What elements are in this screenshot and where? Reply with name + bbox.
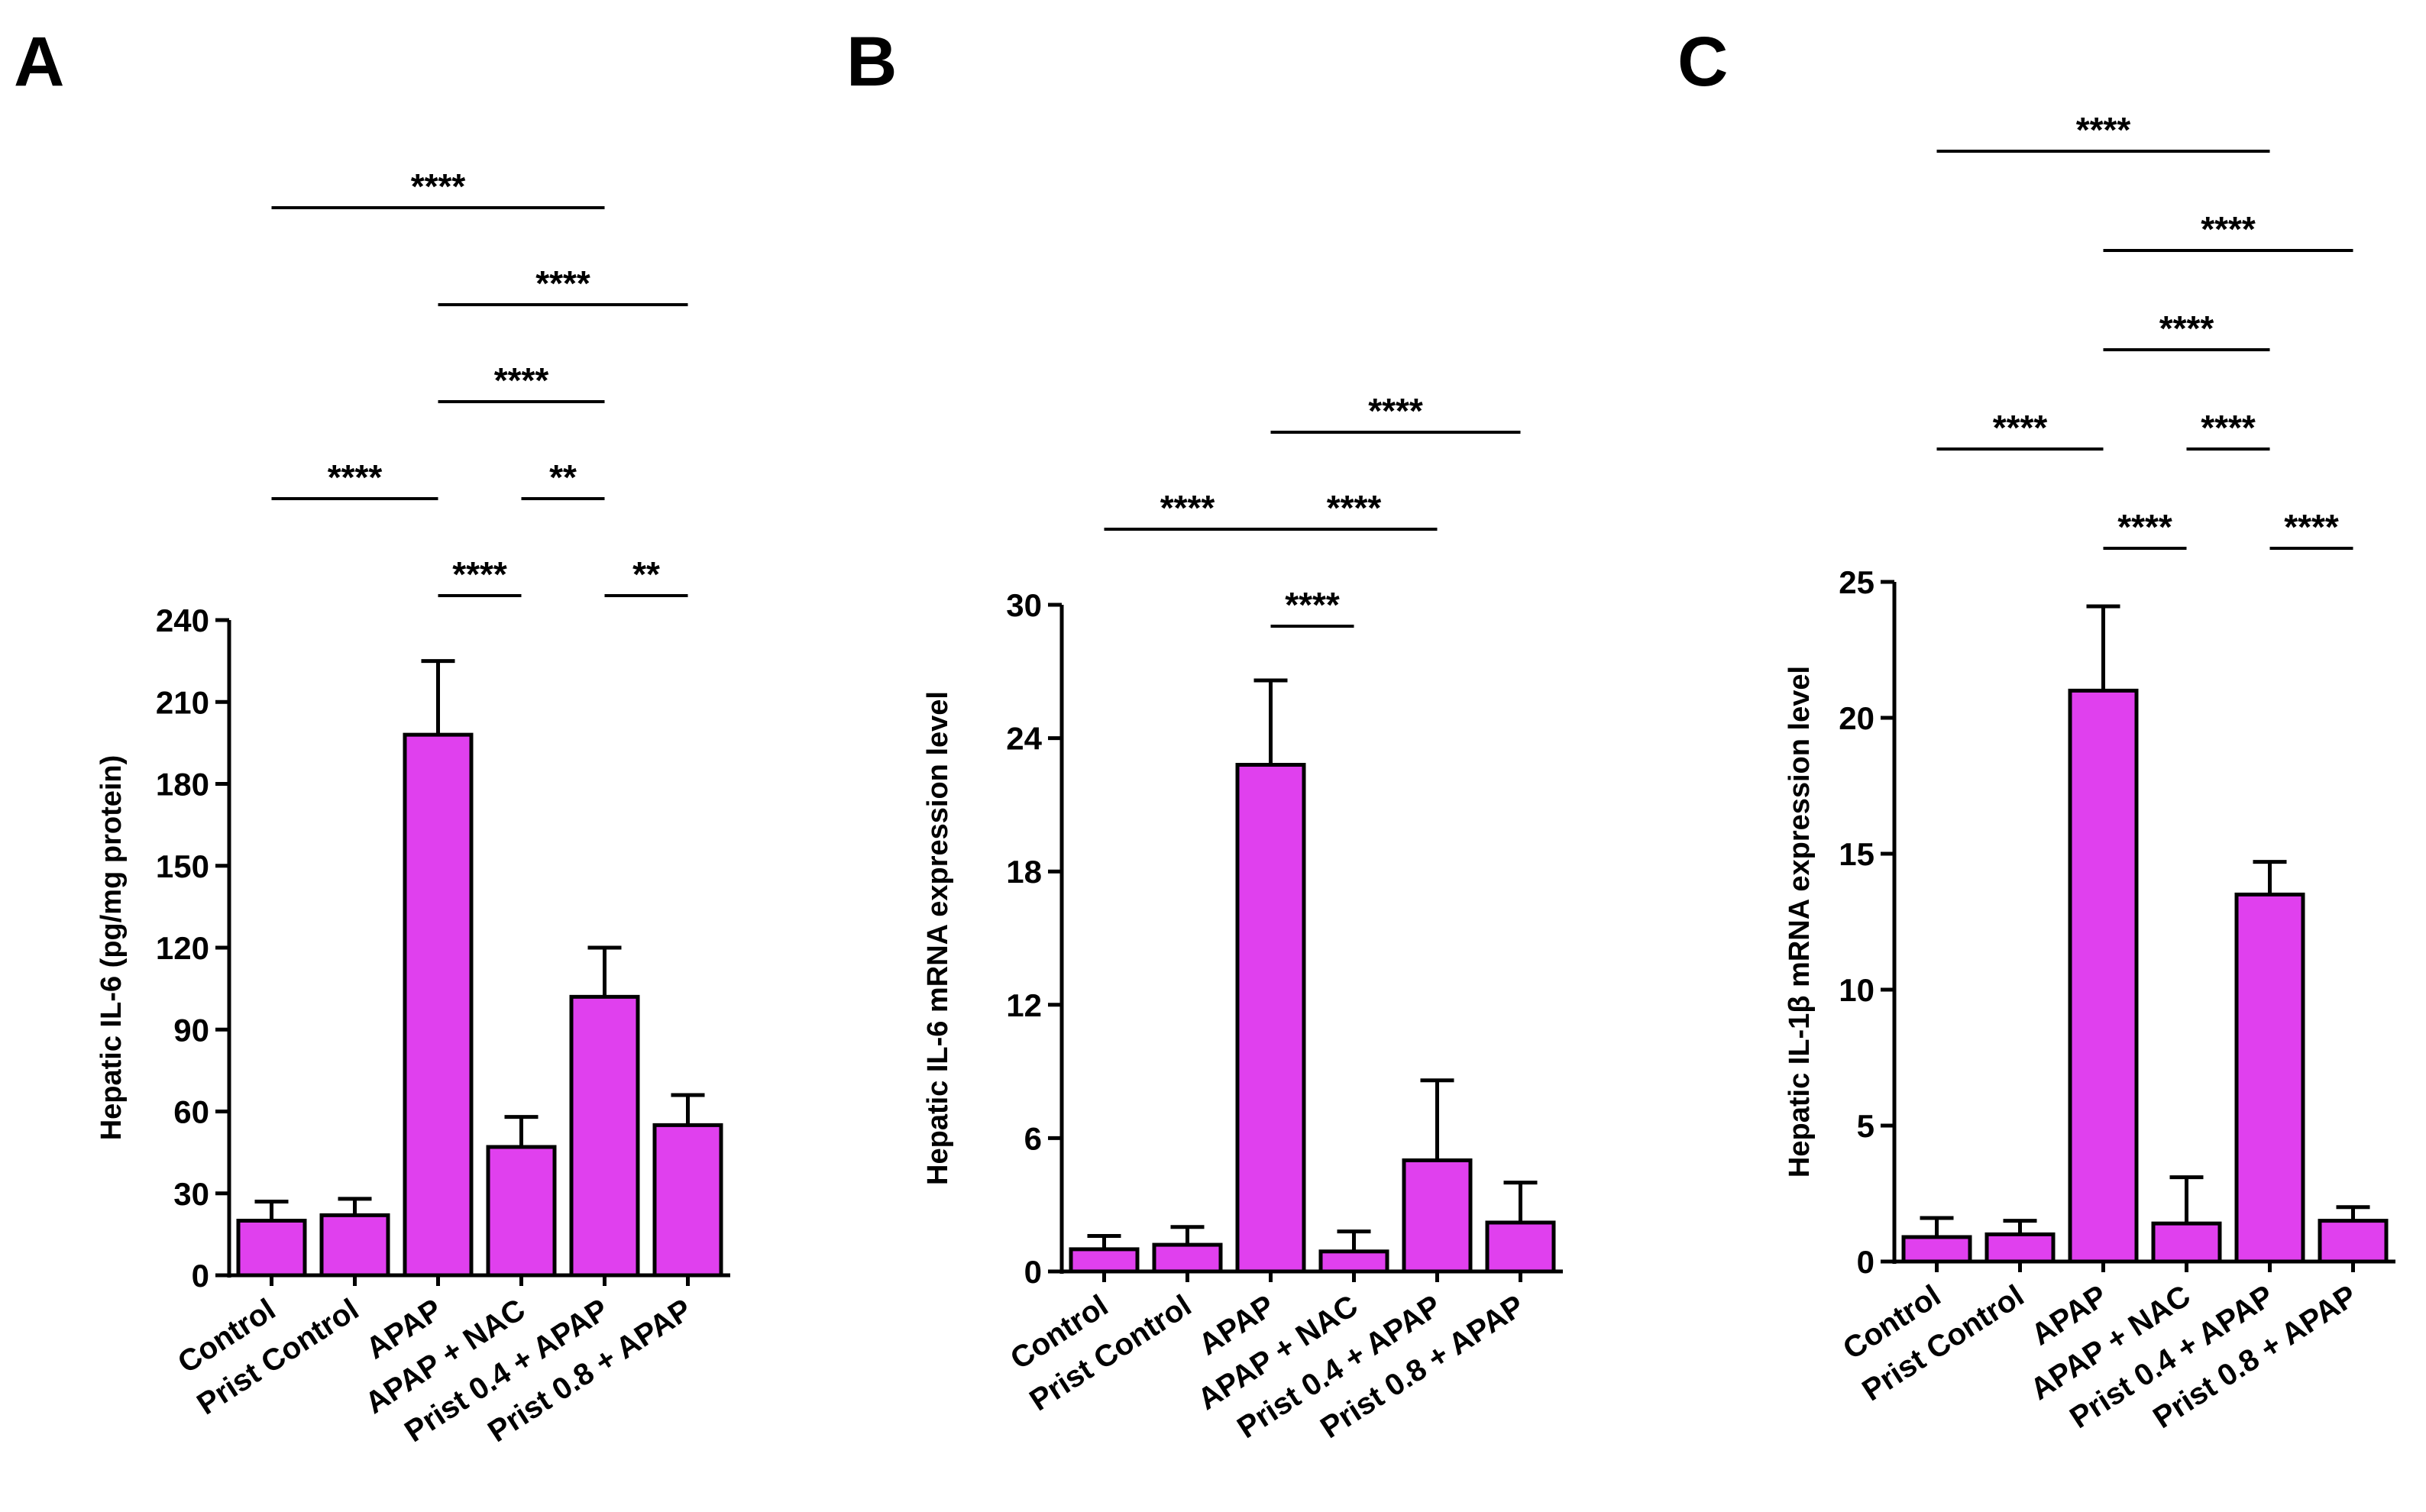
y-tick-label-a: 30 (173, 1176, 209, 1212)
significance-label-a: **** (411, 166, 466, 206)
bar-c (2151, 1221, 2222, 1264)
bar-a (569, 994, 640, 1278)
panel-letter-b: B (846, 23, 897, 101)
bar-b (1485, 1220, 1556, 1274)
bar-a (403, 732, 474, 1278)
y-tick-label-a: 240 (156, 603, 209, 638)
bar-b (1235, 763, 1306, 1274)
bar-c (2068, 688, 2139, 1264)
bar-c (2318, 1219, 2389, 1264)
significance-label-c: **** (2284, 507, 2339, 547)
significance-label-c: **** (2076, 110, 2131, 150)
y-tick-label-b: 18 (1006, 854, 1042, 890)
y-axis-label-c: Hepatic IL-1β mRNA expression level (1784, 666, 1816, 1178)
bar-b (1402, 1158, 1473, 1274)
y-tick-label-b: 12 (1006, 987, 1042, 1023)
significance-label-a: **** (535, 263, 590, 303)
significance-label-c: **** (2201, 408, 2256, 447)
significance-label-c: **** (2117, 507, 2172, 547)
significance-label-a: ** (632, 554, 660, 594)
bar-c (1901, 1235, 1972, 1264)
y-tick-label-c: 15 (1839, 836, 1874, 872)
bar-a (652, 1123, 723, 1278)
significance-label-a: **** (328, 457, 383, 497)
significance-label-b: **** (1368, 391, 1423, 431)
panel-letter-a: A (14, 23, 64, 101)
significance-label-c: **** (2159, 309, 2214, 348)
significance-label-b: **** (1285, 585, 1340, 625)
y-tick-label-a: 120 (156, 930, 209, 966)
bar-c (2234, 892, 2305, 1264)
y-tick-label-a: 180 (156, 767, 209, 803)
y-tick-label-c: 25 (1839, 564, 1874, 600)
panel-c: C 0 5 10 15 20 25 Hepatic IL-1β mRNA expressio… (1677, 23, 2395, 1435)
bar-a (486, 1145, 557, 1278)
y-tick-label-b: 24 (1006, 721, 1042, 757)
y-tick-label-b: 30 (1006, 587, 1042, 623)
significance-label-b: **** (1327, 488, 1382, 528)
panel-letter-c: C (1677, 23, 1728, 101)
y-tick-label-c: 20 (1839, 700, 1874, 736)
significance-label-b: **** (1160, 488, 1215, 528)
bar-b (1069, 1247, 1140, 1274)
y-tick-label-c: 5 (1857, 1108, 1874, 1144)
y-tick-label-c: 10 (1839, 972, 1874, 1008)
y-tick-label-a: 210 (156, 684, 209, 720)
significance-label-a: **** (494, 360, 549, 400)
y-axis-label-a: Hepatic IL-6 (pg/mg protein) (95, 755, 128, 1141)
y-tick-label-a: 60 (173, 1094, 209, 1130)
y-tick-label-a: 90 (173, 1012, 209, 1048)
y-tick-label-c: 0 (1857, 1244, 1874, 1280)
y-tick-label-a: 150 (156, 848, 209, 884)
bar-b (1318, 1249, 1389, 1274)
y-tick-label-b: 0 (1024, 1254, 1042, 1290)
y-axis-label-b: Hepatic IL-6 mRNA expression level (922, 691, 954, 1185)
bar-b (1152, 1242, 1223, 1274)
significance-label-a: ** (549, 457, 577, 497)
significance-label-a: **** (452, 554, 507, 594)
significance-label-c: **** (2201, 209, 2256, 249)
panel-a: A 0 30 60 90 120 150 180 210 240 Hepatic IL-6 (pg… (14, 23, 730, 1449)
bar-a (236, 1219, 307, 1278)
y-tick-label-a: 0 (192, 1258, 209, 1294)
significance-label-c: **** (1993, 408, 2048, 447)
panel-b: B 0 6 12 18 24 30 Hepatic IL-6 mRNA expression… (846, 23, 1563, 1445)
bar-c (1984, 1232, 2056, 1264)
bar-a (319, 1213, 390, 1278)
y-tick-label-b: 6 (1024, 1120, 1042, 1156)
